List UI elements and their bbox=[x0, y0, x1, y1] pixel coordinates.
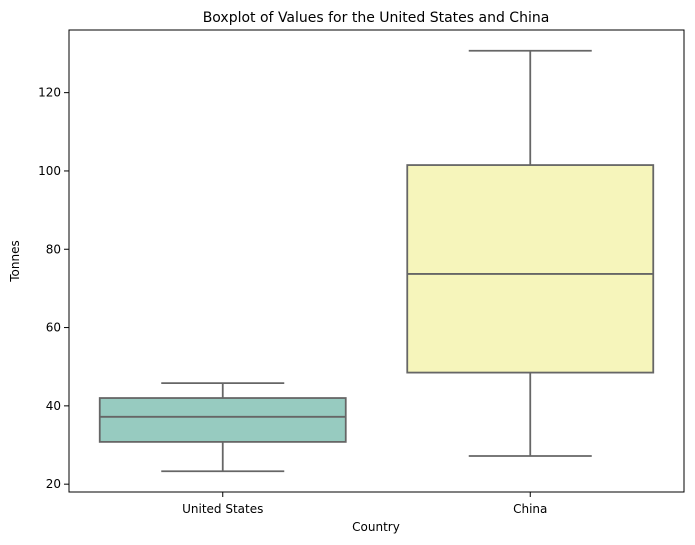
box-united-states bbox=[98, 382, 347, 473]
x-tick-label: United States bbox=[182, 502, 263, 516]
plot-frame bbox=[68, 29, 685, 493]
x-tick-label: China bbox=[513, 502, 547, 516]
y-tick-label: 60 bbox=[46, 321, 61, 335]
y-tick-label: 120 bbox=[38, 86, 61, 100]
y-tick-label: 40 bbox=[46, 399, 61, 413]
x-axis-label: Country bbox=[352, 520, 400, 534]
y-tick-label: 20 bbox=[46, 477, 61, 491]
chart-title: Boxplot of Values for the United States … bbox=[203, 10, 550, 26]
x-axis: United States China bbox=[182, 492, 547, 516]
y-axis-label: Tonnes bbox=[8, 240, 22, 282]
plot-area bbox=[98, 49, 655, 473]
box-china bbox=[406, 49, 655, 457]
y-axis: 20 40 60 80 100 120 bbox=[38, 86, 69, 491]
iqr-box bbox=[406, 164, 655, 374]
y-tick-label: 80 bbox=[46, 242, 61, 256]
y-tick-label: 100 bbox=[38, 164, 61, 178]
iqr-box bbox=[98, 397, 347, 443]
